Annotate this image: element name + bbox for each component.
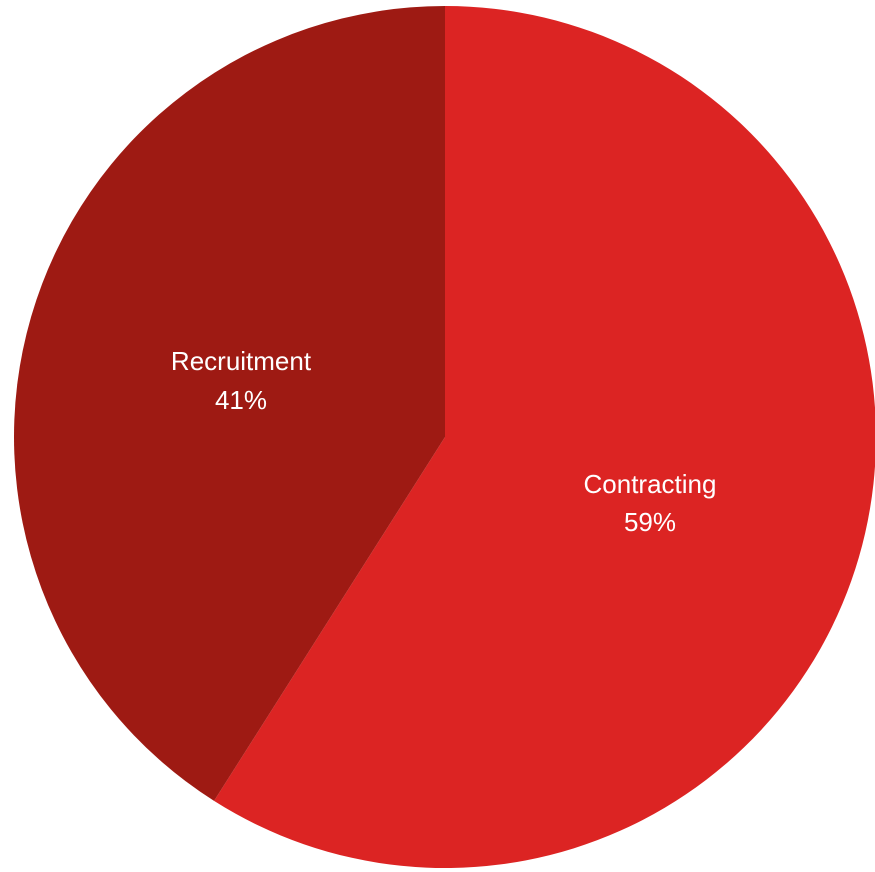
pie-labels: Contracting 59% Recruitment 41% bbox=[171, 346, 717, 537]
pie-slice-recruitment bbox=[14, 6, 446, 801]
pie-slices bbox=[14, 6, 875, 868]
slice-value-contracting: 59% bbox=[624, 507, 676, 537]
slice-label-contracting: Contracting bbox=[584, 469, 717, 499]
pie-slice-contracting bbox=[214, 6, 875, 868]
slice-label-recruitment: Recruitment bbox=[171, 346, 312, 376]
slice-value-recruitment: 41% bbox=[215, 385, 267, 415]
